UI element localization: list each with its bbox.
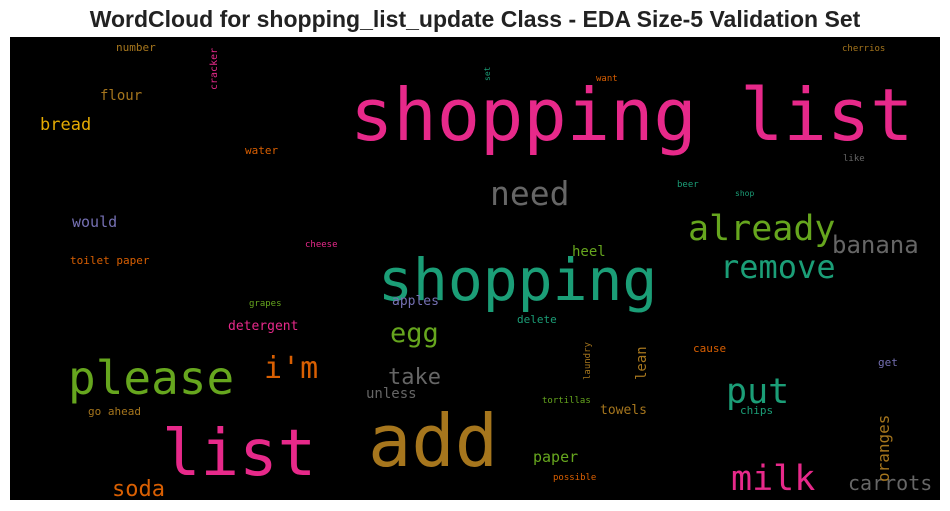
word-please: please xyxy=(68,351,234,405)
word-take: take xyxy=(388,365,441,390)
word-flour: flour xyxy=(100,88,142,104)
word-heel: heel xyxy=(572,244,606,260)
word-need: need xyxy=(490,174,569,213)
word-banana: banana xyxy=(832,231,919,259)
word-soda: soda xyxy=(112,477,165,502)
word-toilet-paper: toilet paper xyxy=(70,254,150,267)
word-put: put xyxy=(726,372,789,412)
chart-title: WordCloud for shopping_list_update Class… xyxy=(89,6,861,32)
word-apples: apples xyxy=(392,294,439,309)
word-like: like xyxy=(843,154,865,164)
word-get: get xyxy=(878,356,898,369)
word-add: add xyxy=(368,399,498,483)
word-remove: remove xyxy=(720,248,836,286)
word-paper: paper xyxy=(533,448,578,466)
word-carrots: carrots xyxy=(848,471,932,495)
word-oranges: oranges xyxy=(874,415,893,482)
word-unless: unless xyxy=(366,386,417,402)
word-detergent: detergent xyxy=(228,319,298,334)
word-bread: bread xyxy=(40,115,91,135)
word-possible: possible xyxy=(553,473,596,483)
word-milk: milk xyxy=(731,459,815,499)
word-cause: cause xyxy=(693,342,726,355)
word-cherrios: cherrios xyxy=(842,44,885,54)
word-delete: delete xyxy=(517,313,557,326)
word-number: number xyxy=(116,41,156,54)
word-already: already xyxy=(688,209,836,249)
word-lean: lean xyxy=(634,346,650,380)
word-egg: egg xyxy=(390,318,439,349)
word-shopping-list: shopping list xyxy=(350,73,914,157)
word-would: would xyxy=(72,213,117,231)
word-towels: towels xyxy=(600,403,647,418)
word-list: list xyxy=(162,417,316,491)
word-shopping: shopping xyxy=(378,246,657,314)
word-grapes: grapes xyxy=(249,299,282,309)
word-cracker: cracker xyxy=(209,48,220,90)
word-chips: chips xyxy=(740,404,773,417)
word-tortillas: tortillas xyxy=(542,396,591,406)
word-laundry: laundry xyxy=(583,341,593,380)
word-set: set xyxy=(483,66,492,81)
word-beer: beer xyxy=(677,180,699,190)
word-want: want xyxy=(596,74,618,84)
word-water: water xyxy=(245,144,278,157)
wordcloud-background xyxy=(10,37,940,500)
word-i-m: i'm xyxy=(264,351,318,386)
word-shop: shop xyxy=(735,189,754,198)
word-cheese: cheese xyxy=(305,240,338,250)
word-go-ahead: go ahead xyxy=(88,405,141,418)
